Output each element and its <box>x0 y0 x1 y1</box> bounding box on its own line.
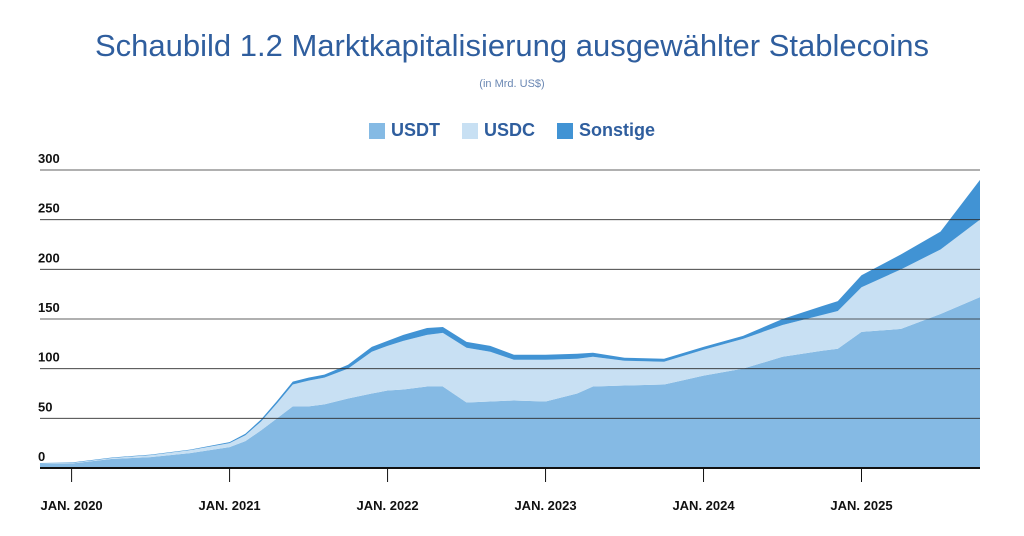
legend-swatch-usdc <box>461 122 478 139</box>
x-tick-label-2025: JAN. 2025 <box>830 498 892 513</box>
y-tick-label-300: 300 <box>38 151 60 166</box>
chart-title: Schaubild 1.2 Marktkapitalisierung ausge… <box>94 28 930 63</box>
y-tick-label-50: 50 <box>38 399 52 414</box>
chart-legend: USDT USDC Sonstige <box>0 120 1024 141</box>
x-tick-label-2023: JAN. 2023 <box>514 498 576 513</box>
legend-item-usdc: USDC <box>461 120 535 141</box>
legend-item-usdt: USDT <box>368 120 440 141</box>
x-tick-label-2022: JAN. 2022 <box>356 498 418 513</box>
legend-item-sonstige: Sonstige <box>557 120 655 141</box>
area-series-usdc <box>40 219 980 465</box>
x-tick-label-2021: JAN. 2021 <box>199 498 261 513</box>
y-tick-label-250: 250 <box>38 201 60 216</box>
chart-subtitle: (in Mrd. US$) <box>479 78 545 90</box>
x-tick-label-2020: JAN. 2020 <box>41 498 103 513</box>
x-tick-label-2024: JAN. 2024 <box>672 498 735 513</box>
legend-label-usdc: USDC <box>483 120 535 140</box>
legend-swatch-sonstige <box>557 122 573 139</box>
area-series-usdt <box>40 297 980 468</box>
y-tick-label-100: 100 <box>38 350 60 365</box>
legend-label-usdt: USDT <box>390 120 440 140</box>
legend-label-sonstige: Sonstige <box>579 120 656 140</box>
area-series-sonstige <box>40 179 980 464</box>
y-tick-label-200: 200 <box>38 250 60 265</box>
legend-swatch-usdt <box>368 122 385 139</box>
y-tick-label-150: 150 <box>38 300 60 315</box>
y-tick-label-0: 0 <box>38 449 45 464</box>
